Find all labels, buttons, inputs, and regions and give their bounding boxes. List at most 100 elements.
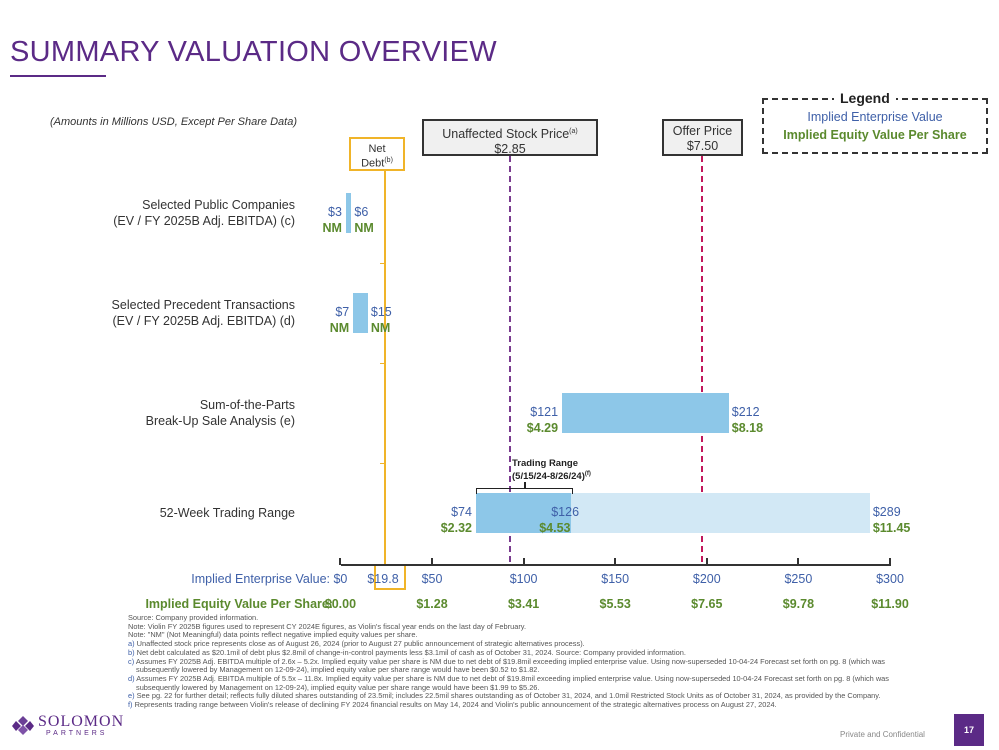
row-label-line: Break-Up Sale Analysis (e): [145, 414, 295, 428]
x-tick-label-ev: $19.8: [367, 572, 399, 586]
bar-high-eq: NM: [370, 321, 391, 335]
logo-mark-icon: [12, 716, 34, 735]
footnote-text: Source: Company provided information.: [128, 613, 259, 622]
bar-low-eq: $4.29: [526, 421, 559, 435]
bar-low-eq: NM: [322, 221, 342, 235]
x-tick: [614, 558, 617, 565]
page-number: 17: [954, 714, 984, 746]
bar-low-eq: NM: [329, 321, 350, 335]
x-tick-label-eq: $0.00: [324, 597, 357, 611]
x-tick-label-eq: $5.53: [599, 597, 631, 611]
unaffected-label: Unaffected Stock Price: [442, 127, 570, 142]
bar-high-eq: NM: [354, 221, 374, 235]
x-tick: [705, 558, 708, 565]
range-bar: [353, 293, 368, 333]
ev-axis-label: Implied Enterprise Value:: [191, 572, 330, 586]
unaffected-value: $2.85: [494, 142, 526, 157]
trading-range-bracket: [476, 488, 573, 494]
footnote-letter: a): [128, 639, 135, 649]
title-underline: [10, 75, 106, 77]
bar-mid-eq: $4.53: [539, 521, 571, 535]
x-tick-label-ev: $300: [876, 572, 904, 586]
x-tick-label-ev: $150: [601, 572, 630, 586]
footnote: Note: "NM" (Not Meaningful) data points …: [128, 631, 898, 640]
page-title: SUMMARY VALUATION OVERVIEW: [10, 36, 497, 68]
row-label-line: Selected Public Companies: [142, 198, 295, 212]
footnote: f) Represents trading range between Viol…: [128, 700, 898, 710]
footnote-text: See pg. 22 for further detail; reflects …: [134, 691, 881, 701]
x-tick-label-ev: $0: [333, 572, 348, 586]
footnote-letter: d): [128, 673, 135, 683]
bar-high-eq: $11.45: [872, 521, 911, 535]
bar-high-ev: $212: [731, 405, 760, 419]
x-tick-label-ev: $200: [692, 572, 721, 586]
row-label-line: (EV / FY 2025B Adj. EBITDA) (d): [112, 314, 295, 328]
footnote: e) See pg. 22 for further detail; reflec…: [128, 691, 898, 701]
row-label: Selected Precedent Transactions (EV / FY …: [5, 297, 295, 329]
row-label: Sum-of-the-Parts Break-Up Sale Analysis (…: [5, 397, 295, 429]
row-label-line: 52-Week Trading Range: [159, 506, 295, 520]
net-debt-footnote: (b): [384, 157, 393, 164]
row-label: 52-Week Trading Range: [5, 505, 295, 521]
footnote-text: Note: "NM" (Not Meaningful) data points …: [128, 630, 418, 640]
offer-price-line: [701, 156, 703, 562]
net-debt-label: Net: [368, 143, 386, 155]
x-tick: [431, 558, 433, 565]
bar-low-ev: $121: [530, 405, 559, 419]
bar-high-ev: $289: [872, 505, 901, 519]
logo-text: SOLOMON: [38, 713, 125, 730]
x-tick-label-eq: $11.90: [871, 597, 909, 611]
row-label-line: Sum-of-the-Parts: [199, 398, 295, 412]
unaffected-price-marker: Unaffected Stock Price(a) $2.85: [422, 119, 598, 156]
confidential-label: Private and Confidential: [840, 730, 925, 739]
footnote-text: Assumes FY 2025B Adj. EBITDA multiple of…: [134, 673, 889, 692]
footnote: c) Assumes FY 2025B Adj. EBITDA multiple…: [128, 656, 898, 675]
bar-mid-ev: $126: [551, 505, 580, 519]
bar-high-eq: $8.18: [731, 421, 764, 435]
footnote: a) Unaffected stock price represents clo…: [128, 639, 898, 649]
legend: Legend Implied Enterprise Value Implied …: [762, 90, 988, 154]
trading-range-title: Trading Range: [512, 458, 578, 469]
bar-low-eq: $2.32: [440, 521, 472, 535]
x-tick-label-eq: $1.28: [416, 597, 448, 611]
footnote-letter: e): [128, 691, 135, 701]
net-debt-label2: Debt: [361, 157, 385, 170]
trading-range-bracket-stem: [524, 482, 526, 488]
x-tick: [889, 558, 891, 565]
offer-value: $7.50: [686, 139, 719, 153]
bar-low-ev: $3: [328, 205, 342, 219]
x-axis: [341, 564, 891, 566]
legend-ev: Implied Enterprise Value: [807, 110, 943, 124]
footnote-letter: c): [128, 656, 135, 666]
legend-eq: Implied Equity Value Per Share: [783, 128, 967, 142]
x-tick: [797, 558, 800, 565]
unaffected-price-line: [509, 156, 511, 562]
bar-low-ev: $74: [451, 505, 472, 519]
unaffected-footnote: (a): [569, 128, 578, 135]
footnote-text: Assumes FY 2025B Adj. EBITDA multiple of…: [134, 656, 885, 675]
x-tick-label-ev: $100: [509, 572, 538, 586]
row-divider-tick: [380, 263, 385, 264]
footnotes: Source: Company provided information. Not…: [128, 613, 898, 710]
row-divider-tick: [380, 463, 385, 464]
net-debt-marker: Net Debt(b): [349, 137, 405, 171]
x-tick-label-ev: $250: [784, 572, 813, 586]
range-bar: [562, 393, 729, 433]
logo-subtext: PARTNERS: [46, 730, 108, 737]
trading-range-footnote: (f): [584, 471, 591, 477]
x-tick-label-eq: $3.41: [507, 597, 540, 611]
footnote-text: Unaffected stock price represents close …: [134, 639, 585, 649]
trading-range-dates: (5/15/24-8/26/24): [512, 471, 585, 483]
bar-high-ev: $6: [354, 205, 369, 219]
legend-title: Legend: [834, 90, 896, 106]
footnote-text: Represents trading range between Violin'…: [132, 700, 777, 710]
x-tick: [522, 558, 525, 565]
x-tick-label-ev: $50: [421, 572, 443, 586]
net-debt-line: [384, 171, 386, 564]
row-label-line: (EV / FY 2025B Adj. EBITDA) (c): [113, 214, 295, 228]
footnote: b) Net debt calculated as $20.1mil of de…: [128, 648, 898, 658]
row-divider-tick: [380, 363, 385, 364]
trading-range-label: Trading Range (5/15/24-8/26/24)(f): [500, 458, 620, 482]
row-label-line: Selected Precedent Transactions: [111, 298, 295, 312]
row-label: Selected Public Companies (EV / FY 2025B …: [5, 197, 295, 229]
